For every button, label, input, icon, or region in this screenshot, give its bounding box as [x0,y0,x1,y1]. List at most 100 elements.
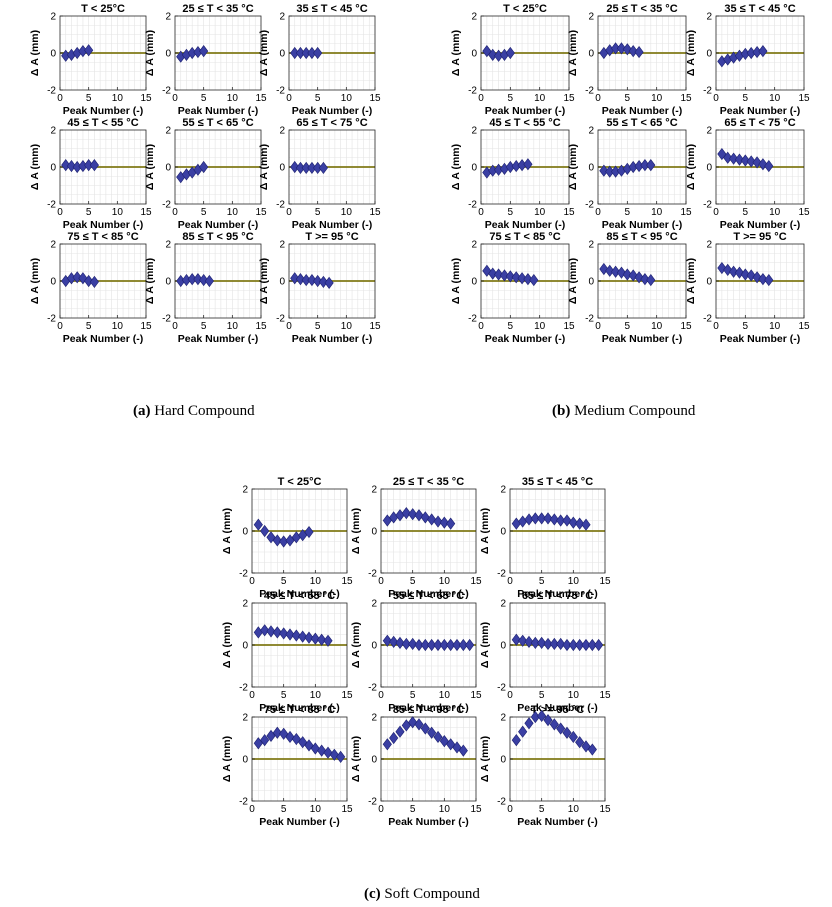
data-point [723,263,733,276]
data-point [562,726,572,739]
data-point [89,275,99,289]
y-tick-label: -2 [703,314,712,325]
data-point [420,722,430,735]
figure-group-3: 0 5 10 15 -2 0 2 T < 25°C Peak Number (-) Δ A (mm… [221,476,611,828]
x-tick-label: 5 [201,207,207,218]
data-point [427,513,437,526]
x-tick-label: 0 [507,576,513,587]
data-point [543,637,553,651]
data-point [524,635,534,648]
data-point [382,634,392,647]
y-tick-label: 0 [706,163,712,174]
y-axis-label: Δ A (mm) [144,258,156,304]
y-tick-label: 0 [279,49,285,60]
data-point [408,716,418,729]
x-tick-label: 10 [439,576,451,587]
data-point [313,46,323,60]
x-tick-label: 15 [680,93,692,104]
x-tick-label: 10 [568,690,580,701]
x-axis-label: Peak Number (-) [178,333,259,345]
y-tick-label: 2 [706,126,712,137]
data-point [622,43,632,56]
data-point [458,744,468,757]
data-point [279,627,289,640]
x-tick-label: 5 [86,321,92,332]
y-tick-label: -2 [239,569,248,580]
y-tick-label: 2 [471,12,477,23]
x-tick-label: 15 [140,93,152,104]
y-axis-label: Δ A (mm) [567,30,579,76]
data-point [78,272,88,285]
data-point [272,726,282,739]
subplot-title: 55 ≤ T < 65 °C [393,590,464,602]
x-tick-label: 5 [410,804,416,815]
x-tick-label: 5 [743,321,749,332]
data-point [562,514,572,527]
data-point [537,512,547,525]
data-point [537,636,547,650]
y-tick-label: 2 [371,599,377,610]
x-axis-label: Peak Number (-) [720,105,801,117]
subplot-title: 65 ≤ T < 75 °C [724,117,795,129]
x-tick-label: 0 [478,93,484,104]
subplot-title: 25 ≤ T < 35 °C [606,3,677,15]
data-point [89,159,99,172]
y-tick-label: 2 [706,12,712,23]
data-point [505,270,515,283]
x-tick-label: 15 [563,321,575,332]
y-axis-label: Δ A (mm) [29,258,41,304]
y-tick-label: 0 [500,527,506,538]
y-tick-label: 0 [279,277,285,288]
x-tick-label: 15 [563,93,575,104]
x-tick-label: 0 [713,321,719,332]
data-point [408,637,418,651]
data-point [199,273,209,287]
y-tick-label: 2 [279,126,285,137]
x-tick-label: 15 [369,93,381,104]
y-tick-label: -2 [497,683,506,694]
data-point [599,164,609,177]
x-tick-label: 10 [227,93,239,104]
y-tick-label: -2 [276,86,285,97]
data-point [420,511,430,524]
x-tick-label: 15 [470,576,482,587]
data-point [329,748,339,761]
subplot-title: T < 25°C [278,476,322,488]
data-point [414,718,424,731]
data-point [622,268,632,281]
x-tick-label: 5 [743,207,749,218]
subplot-title: 85 ≤ T < 95 °C [393,704,464,716]
y-axis-label: Δ A (mm) [221,736,233,782]
x-tick-label: 5 [281,804,287,815]
x-axis-label: Peak Number (-) [388,702,469,714]
caption-soft-compound: (c) Soft Compound [364,886,480,903]
y-tick-label: -2 [368,569,377,580]
data-point [253,518,263,531]
data-point [295,273,306,286]
data-point [446,738,456,751]
x-tick-label: 15 [255,207,267,218]
y-axis-label: Δ A (mm) [685,144,697,190]
data-point [310,632,320,645]
data-point [304,525,314,539]
data-point [84,274,94,288]
data-point [401,637,411,651]
y-tick-label: 2 [471,240,477,251]
data-point [717,261,727,275]
y-tick-label: 0 [588,163,594,174]
caption-soft-letter: (c) [364,886,381,902]
y-tick-label: 0 [471,49,477,60]
data-point [646,159,656,172]
y-tick-label: 0 [706,49,712,60]
x-tick-label: 5 [539,804,545,815]
subplot-title: 75 ≤ T < 85 °C [67,231,138,243]
y-axis-label: Δ A (mm) [450,258,462,304]
data-point [764,273,774,287]
y-tick-label: -2 [585,86,594,97]
x-tick-label: 15 [341,576,353,587]
x-tick-label: 5 [508,321,514,332]
